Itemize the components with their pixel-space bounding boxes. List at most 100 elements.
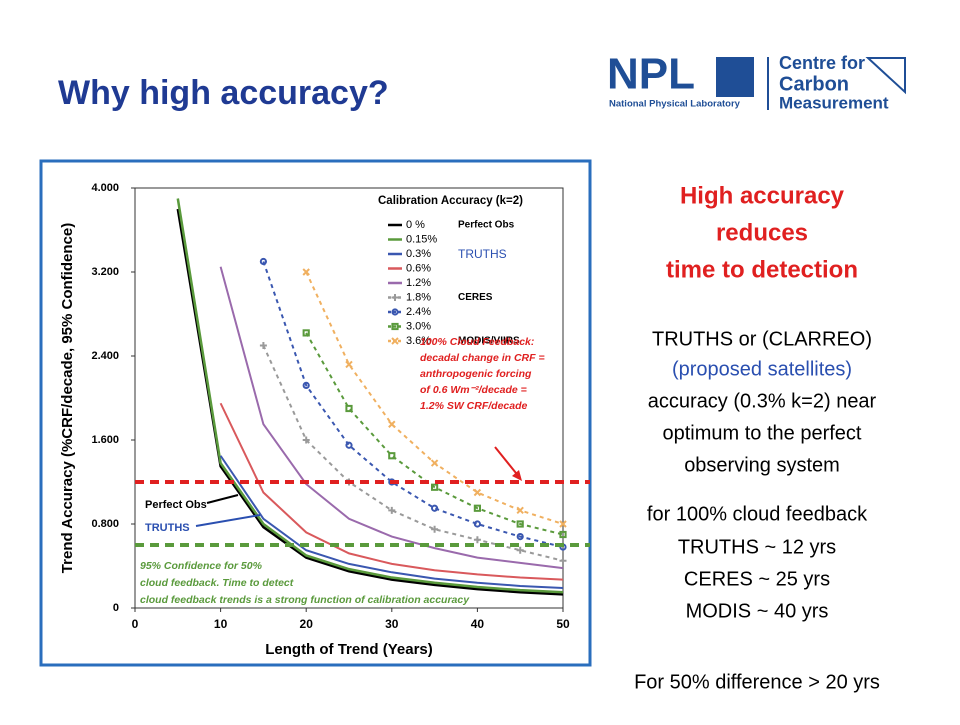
annotation: decadal change in CRF =: [420, 352, 545, 364]
point: [516, 520, 524, 528]
footer-text: For 50% difference > 20 yrs: [634, 671, 880, 693]
logo-ccm: Carbon: [779, 73, 849, 95]
legend-label: 3.0%: [406, 320, 431, 332]
point: [516, 506, 524, 515]
annotation: cloud feedback. Time to detect: [140, 577, 294, 589]
logo-npl-sub: National Physical Laboratory: [609, 99, 741, 110]
body-text: (proposed satellites): [672, 358, 852, 380]
point: [516, 546, 524, 554]
legend-label: 0.3%: [406, 248, 431, 260]
point: [345, 404, 353, 413]
y-tick-label: 0: [113, 602, 119, 614]
body-text: optimum to the perfect: [663, 422, 862, 444]
legend-label: 0 %: [406, 219, 425, 231]
point: [430, 459, 439, 467]
annotation: of 0.6 Wm⁻²/decade =: [420, 384, 527, 396]
feedback-text: TRUTHS ~ 12 yrs: [678, 536, 836, 558]
y-tick-label: 4.000: [91, 182, 119, 194]
point: [473, 504, 481, 512]
annotation-arrow: [195, 514, 261, 527]
legend-label: 1.2%: [406, 277, 431, 289]
y-axis-label: Trend Accuracy (%CRF/decade, 95% Confide…: [59, 223, 76, 573]
series-line: [262, 261, 564, 549]
y-tick-label: 0.800: [91, 518, 119, 530]
headline: High accuracy: [680, 182, 845, 209]
series-line: [219, 266, 564, 570]
legend-group: MODIS/VIIRS: [458, 336, 520, 347]
feedback-text: CERES ~ 25 yrs: [684, 568, 830, 590]
body-text: accuracy (0.3% k=2) near: [648, 390, 877, 412]
series-line: [176, 198, 564, 594]
annotation: anthropogenic forcing: [420, 368, 532, 380]
logo-ccm: Measurement: [779, 93, 889, 112]
annotation: cloud feedback trends is a strong functi…: [140, 594, 470, 606]
series-line: [176, 208, 564, 596]
legend-group: TRUTHS: [458, 247, 507, 261]
point: [431, 525, 439, 533]
headline: reduces: [716, 219, 808, 246]
point: [559, 530, 567, 539]
logo-npl: NPL: [607, 50, 695, 99]
point: [345, 441, 353, 449]
x-tick-label: 40: [471, 617, 485, 631]
point: [388, 452, 396, 460]
point: [302, 381, 310, 389]
annotation: TRUTHS: [145, 522, 190, 534]
point: [559, 520, 567, 528]
annotation: 1.2% SW CRF/decade: [420, 400, 528, 412]
point: [388, 506, 396, 514]
slide-title: Why high accuracy?: [58, 74, 389, 112]
logo-ccm: Centre for: [779, 53, 865, 73]
point: [431, 504, 439, 512]
logo-crest: [716, 57, 754, 97]
series-line: [219, 455, 564, 590]
feedback-text: for 100% cloud feedback: [647, 503, 868, 525]
legend-label: 1.8%: [406, 291, 431, 303]
point: [473, 520, 481, 528]
point: [259, 257, 267, 266]
series-line: [262, 345, 564, 562]
point: [388, 420, 396, 428]
body-text: TRUTHS or (CLARREO): [652, 328, 872, 350]
point: [302, 268, 310, 276]
point: [473, 536, 481, 544]
legend-label: 3.6%: [406, 335, 431, 347]
point: [473, 488, 482, 497]
point: [516, 533, 524, 541]
point: [302, 436, 310, 444]
point: [391, 322, 399, 331]
annotation: 100% Cloud Feedback:: [420, 336, 534, 348]
point: [559, 557, 567, 565]
x-axis-label: Length of Trend (Years): [265, 641, 433, 658]
legend-label: 0.6%: [406, 262, 431, 274]
annotation-arrow: [206, 494, 239, 504]
feedback-text: MODIS ~ 40 yrs: [686, 600, 829, 622]
point: [302, 329, 310, 337]
plot-area: [134, 187, 564, 609]
point: [391, 294, 399, 301]
annotation: Perfect Obs: [145, 499, 207, 511]
x-tick-label: 20: [300, 617, 314, 631]
x-tick-label: 0: [132, 617, 139, 631]
logo-mark: [865, 57, 906, 95]
legend-label: 0.15%: [406, 233, 437, 245]
point: [391, 337, 399, 345]
headline: time to detection: [666, 256, 858, 283]
annotation-arrowhead: [512, 470, 522, 481]
chart-frame: [39, 159, 592, 667]
point: [431, 483, 439, 491]
series-line: [305, 332, 564, 536]
series-line: [219, 402, 564, 581]
logo: NPL National Physical Laboratory Centre …: [607, 50, 906, 112]
point: [345, 360, 353, 369]
legend-group: CERES: [458, 292, 493, 303]
y-tick-label: 2.400: [91, 350, 119, 362]
legend-label: 2.4%: [406, 306, 431, 318]
x-tick-label: 50: [556, 617, 570, 631]
x-tick-label: 30: [385, 617, 399, 631]
point: [259, 342, 267, 349]
body-text: observing system: [684, 454, 840, 476]
x-tick-label: 10: [214, 617, 228, 631]
legend-title: Calibration Accuracy (k=2): [378, 195, 523, 207]
